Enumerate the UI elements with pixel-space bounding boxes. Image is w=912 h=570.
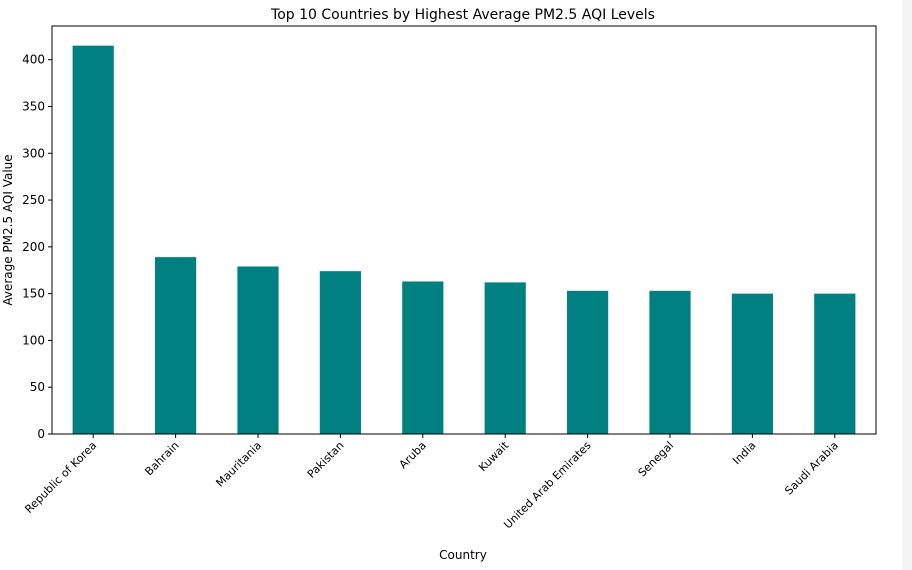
x-tick-label: United Arab Emirates xyxy=(501,439,594,532)
bars-group xyxy=(72,45,856,435)
x-tick-label: India xyxy=(730,439,758,467)
x-axis: Republic of Korea Bahrain Mauritania Pakist… xyxy=(22,434,841,531)
y-tick-label: 400 xyxy=(22,53,45,67)
y-tick-label: 0 xyxy=(37,427,45,441)
plot-frame xyxy=(51,25,877,435)
bar-united-arab-emirates xyxy=(567,290,609,434)
x-tick-label: Pakistan xyxy=(305,439,347,481)
y-tick-label: 350 xyxy=(22,99,45,113)
bar-pakistan xyxy=(319,271,361,434)
x-tick-label: Aruba xyxy=(397,439,429,471)
x-tick-label: Senegal xyxy=(636,439,677,480)
bar-mauritania xyxy=(237,266,279,434)
y-axis: 0 50 100 150 200 250 300 350 400 xyxy=(22,53,52,441)
scrollbar[interactable] xyxy=(902,0,912,570)
y-tick-label: 150 xyxy=(22,287,45,301)
bar-aruba xyxy=(402,281,444,434)
x-axis-label: Country xyxy=(439,548,487,562)
y-tick-label: 100 xyxy=(22,333,45,347)
x-tick-label: Mauritania xyxy=(213,439,264,490)
y-tick-label: 50 xyxy=(30,380,45,394)
y-tick-label: 250 xyxy=(22,193,45,207)
bar-senegal xyxy=(649,290,691,434)
x-tick-label: Kuwait xyxy=(476,438,512,474)
x-tick-label: Saudi Arabia xyxy=(782,439,841,498)
bar-bahrain xyxy=(155,257,197,434)
y-axis-label: Average PM2.5 AQI Value xyxy=(1,154,15,305)
y-tick-label: 200 xyxy=(22,240,45,254)
bar-saudi-arabia xyxy=(814,293,856,434)
bar-india xyxy=(731,293,773,434)
y-tick-label: 300 xyxy=(22,146,45,160)
chart-title: Top 10 Countries by Highest Average PM2.… xyxy=(270,7,655,23)
x-tick-label: Bahrain xyxy=(142,439,181,478)
bar-republic-of-korea xyxy=(72,45,114,435)
bar-kuwait xyxy=(484,282,526,434)
x-tick-label: Republic of Korea xyxy=(22,439,99,516)
